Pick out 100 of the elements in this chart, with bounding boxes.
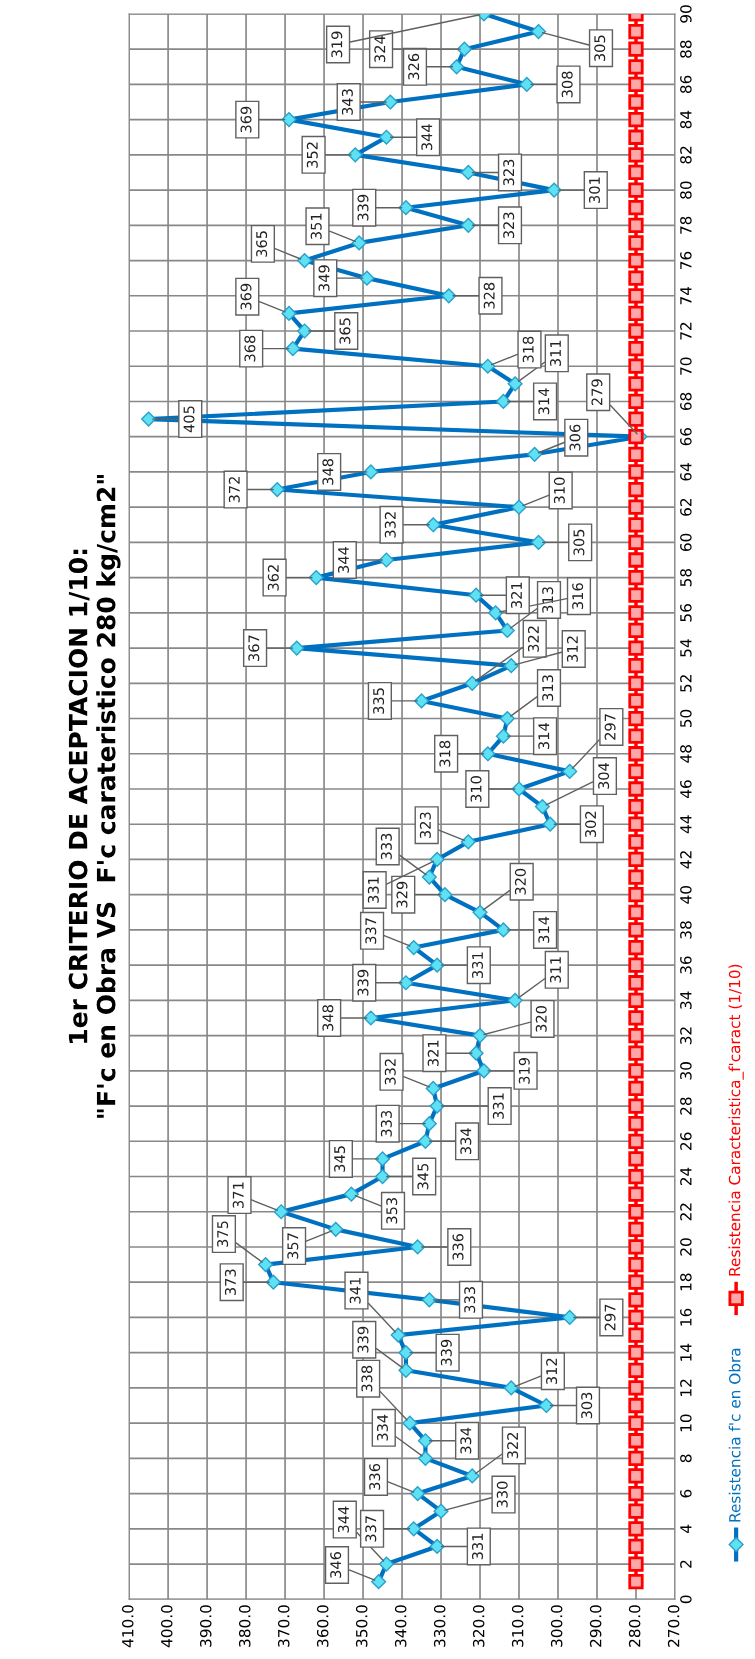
annotation: 334 <box>460 1427 472 1454</box>
y-tick-label: 76 <box>680 251 692 270</box>
x-tick-label: 380.0 <box>238 1605 251 1647</box>
x-tick-label: 360.0 <box>316 1605 329 1647</box>
annotation: 303 <box>581 1392 593 1419</box>
annotation: 330 <box>496 1481 508 1508</box>
y-tick-label: 56 <box>680 604 692 622</box>
y-tick-label: 88 <box>680 40 692 58</box>
y-tick-label: 42 <box>680 851 692 869</box>
y-tick-label: 6 <box>680 1489 692 1498</box>
y-tick-label: 52 <box>680 675 692 692</box>
text: 1er CRITERIO DE ACEPTACION 1/10: "F'c en Obra VS F'c carateristico 280 kg/cm2" <box>68 474 121 1118</box>
annotation: 297 <box>604 714 616 740</box>
annotation: 338 <box>361 1365 373 1392</box>
annotation: 323 <box>419 812 431 838</box>
annotation: 348 <box>322 1005 334 1031</box>
annotation: 345 <box>334 1146 346 1172</box>
y-tick-label: 36 <box>680 956 692 974</box>
annotation: 337 <box>365 918 377 944</box>
x-tick-label: 400.0 <box>160 1605 173 1648</box>
x-tick-label: 370.0 <box>277 1605 290 1647</box>
annotation: 323 <box>503 159 515 186</box>
y-tick-label: 70 <box>680 357 692 375</box>
annotation: 311 <box>549 340 562 367</box>
annotation: 368 <box>244 335 256 362</box>
x-tick-label: 290.0 <box>589 1605 602 1647</box>
y-tick-label: 90 <box>680 5 692 23</box>
y-tick-label: 84 <box>680 110 692 129</box>
y-tick-label: 14 <box>680 1343 692 1361</box>
annotation: 310 <box>553 477 565 504</box>
annotation: 308 <box>561 71 573 98</box>
annotation: 346 <box>330 1552 342 1578</box>
x-tick-label: 410.0 <box>121 1605 134 1648</box>
y-tick-label: 0 <box>680 1595 692 1604</box>
annotation: 333 <box>380 1110 392 1137</box>
y-tick-label: 80 <box>680 181 692 199</box>
y-tick-label: 38 <box>680 921 692 939</box>
annotation: 344 <box>421 124 433 151</box>
annotation: 367 <box>248 635 260 661</box>
y-tick-label: 74 <box>680 286 692 305</box>
annotation: 312 <box>566 636 578 662</box>
annotation: 323 <box>503 212 515 239</box>
annotation: 343 <box>341 89 353 115</box>
text: Resistencia Caracteristica_f'caract (1/10) <box>728 964 744 1276</box>
annotation: 341 <box>349 1278 361 1304</box>
y-tick-label: 82 <box>680 146 692 164</box>
y-tick-label: 66 <box>680 427 692 446</box>
y-tick-label: 34 <box>680 991 692 1009</box>
annotation: 279 <box>591 379 603 406</box>
annotation: 365 <box>256 231 268 257</box>
y-tick-label: 64 <box>680 463 692 481</box>
y-tick-label: 60 <box>680 533 692 552</box>
x-tick-label: 320.0 <box>472 1605 485 1647</box>
annotation: 305 <box>594 35 606 62</box>
annotation: 332 <box>384 1059 396 1085</box>
annotation: 320 <box>514 868 526 895</box>
y-tick-label: 68 <box>680 392 692 411</box>
y-tick-label: 26 <box>680 1132 692 1150</box>
y-tick-label: 20 <box>680 1238 692 1256</box>
annotation: 339 <box>357 194 369 221</box>
annotation: 314 <box>538 916 550 943</box>
y-tick-label: 12 <box>680 1379 692 1396</box>
annotation: 371 <box>232 1182 244 1208</box>
annotation: 329 <box>396 881 408 908</box>
y-tick-label: 10 <box>680 1414 692 1432</box>
annotation: 331 <box>472 1533 484 1560</box>
y-tick-label: 8 <box>680 1454 692 1463</box>
y-tick-label: 18 <box>680 1273 692 1291</box>
x-tick-label: 300.0 <box>550 1605 563 1647</box>
annotation: 344 <box>337 546 350 573</box>
y-tick-label: 28 <box>680 1097 692 1115</box>
annotation: 319 <box>518 1057 530 1084</box>
annotation: 339 <box>357 1326 369 1353</box>
y-tick-label: 50 <box>680 709 692 728</box>
annotation: 351 <box>310 213 322 240</box>
annotation: 353 <box>386 1198 398 1224</box>
y-tick-label: 72 <box>680 322 692 340</box>
annotation: 362 <box>267 565 279 591</box>
annotation: 334 <box>460 1128 472 1155</box>
annotation: 335 <box>373 688 385 714</box>
annotation: 313 <box>542 587 554 613</box>
annotation: 297 <box>604 1304 616 1331</box>
annotation: 328 <box>483 282 495 309</box>
y-tick-label: 16 <box>680 1308 692 1326</box>
y-tick-label: 22 <box>680 1203 692 1221</box>
annotation: 331 <box>492 1093 504 1119</box>
annotation: 333 <box>380 833 392 860</box>
annotation: 321 <box>510 582 523 609</box>
annotation: 318 <box>439 740 451 767</box>
annotation: 336 <box>452 1233 464 1260</box>
y-tick-label: 40 <box>680 885 692 904</box>
annotation: 369 <box>240 106 252 133</box>
annotation: 314 <box>538 388 550 415</box>
annotation: 344 <box>337 1506 350 1533</box>
annotation: 331 <box>367 877 379 903</box>
y-tick-label: 30 <box>680 1062 692 1080</box>
annotation: 369 <box>240 283 252 310</box>
annotation: 310 <box>470 776 482 802</box>
annotation: 306 <box>569 424 581 451</box>
y-tick-label: 62 <box>680 498 692 516</box>
